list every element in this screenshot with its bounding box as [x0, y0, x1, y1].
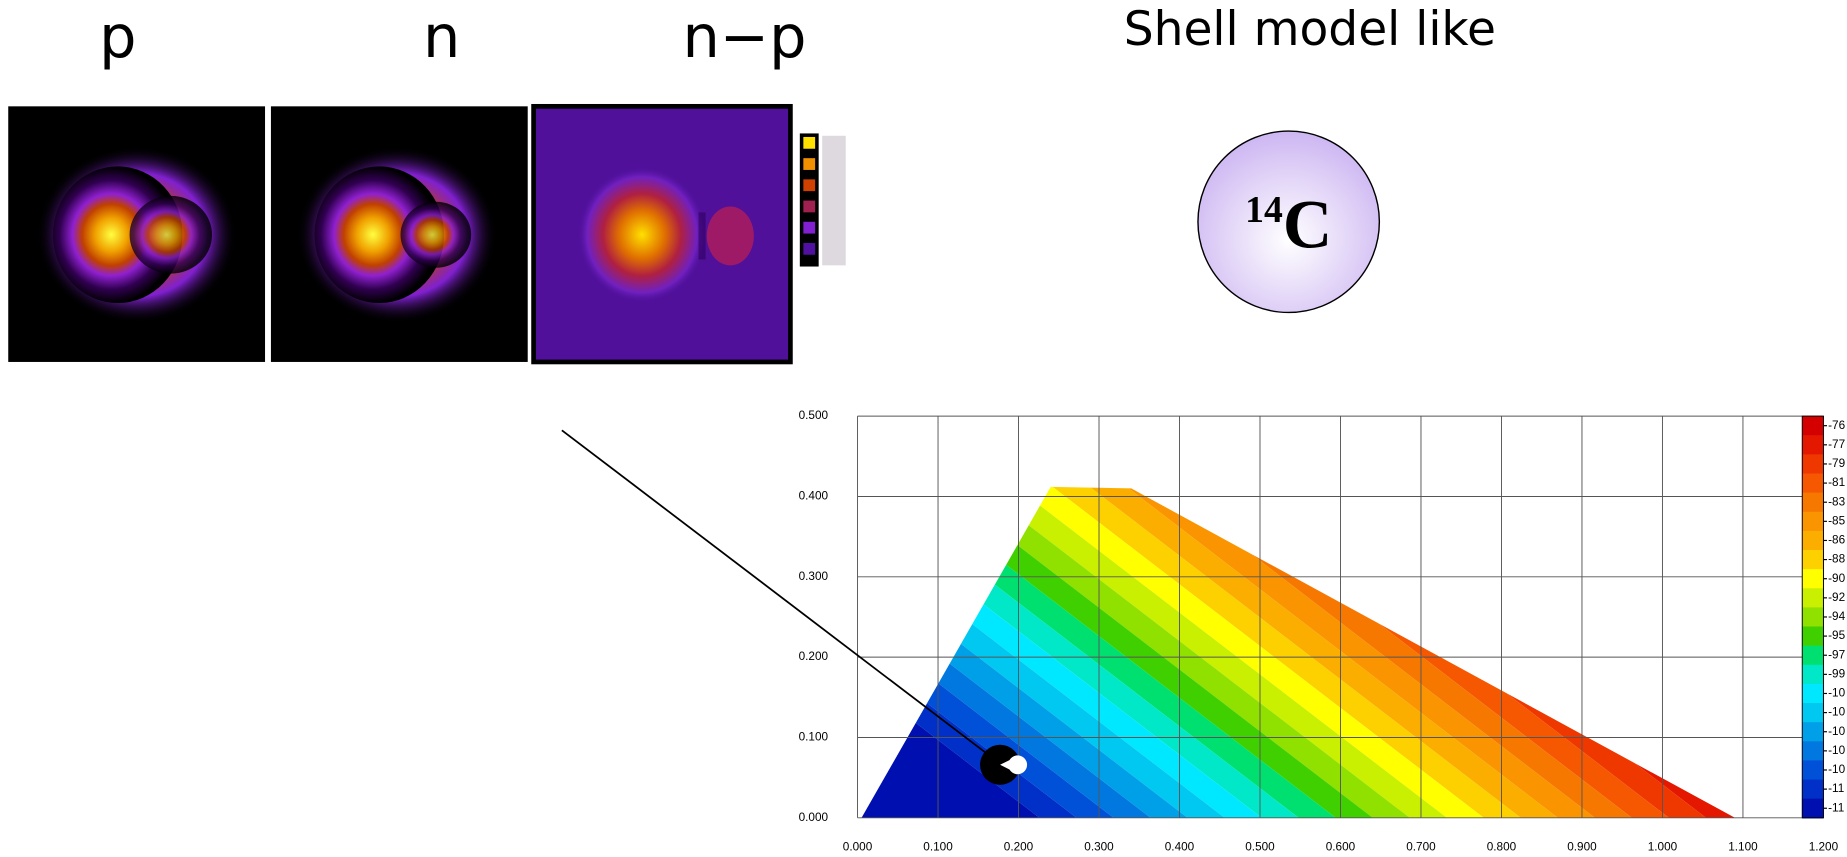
- colorbar-swatch: [1802, 550, 1823, 570]
- contour-fill: [0, 416, 1847, 818]
- colorbar-swatch: [1802, 569, 1823, 589]
- density-n-minus-p: [534, 106, 791, 362]
- slide: p n n−p Shell model like 14C 0.0000.1000…: [0, 0, 1847, 857]
- x-tick-label: 1.000: [1648, 840, 1678, 853]
- y-tick-label: 0.200: [799, 650, 829, 663]
- colorbar-label: -77: [1828, 438, 1845, 451]
- colorbar-swatch: [1802, 512, 1823, 532]
- colorbar-swatch: [1802, 665, 1823, 685]
- colorbar-swatch: [1802, 684, 1823, 704]
- x-tick-label: 0.200: [1004, 840, 1034, 853]
- colorbar-label: -10: [1828, 687, 1845, 700]
- y-tick-label: 0.400: [799, 490, 829, 503]
- colorbar-label: -97: [1828, 648, 1845, 661]
- y-tick-label: 0.300: [799, 570, 829, 583]
- colorbar-swatch: [1802, 474, 1823, 494]
- colorbar-label: -11: [1828, 782, 1844, 795]
- panel-title: n: [423, 2, 460, 71]
- x-tick-label: 0.500: [1245, 840, 1275, 853]
- small-colorbar: [800, 133, 846, 266]
- colorbar-label: -99: [1828, 667, 1845, 680]
- contour-band: [0, 416, 1039, 818]
- colorbar-swatch: [1802, 454, 1823, 474]
- y-tick-label: 0.100: [799, 731, 829, 744]
- panel-title: n−p: [682, 2, 806, 71]
- pointer-line: [562, 430, 995, 760]
- colorbar-swatch: [1802, 780, 1823, 800]
- panel-title: p: [99, 2, 136, 71]
- colorbar-label: -86: [1828, 534, 1845, 547]
- colorbar-swatch: [1802, 627, 1823, 647]
- symbol: C: [1283, 187, 1332, 263]
- colorbar-swatch: [1802, 760, 1823, 780]
- colorbar-swatch: [1802, 588, 1823, 608]
- colorbar-label: -10: [1828, 725, 1845, 738]
- colorbar-swatch: [1802, 703, 1823, 723]
- colorbar-swatch: [1802, 531, 1823, 551]
- colorbar-label: -11: [1828, 801, 1844, 814]
- x-tick-label: 0.400: [1165, 840, 1195, 853]
- colorbar-label: -94: [1828, 610, 1845, 623]
- x-tick-label: 0.600: [1326, 840, 1356, 853]
- x-tick-label: 1.200: [1809, 840, 1839, 853]
- colorbar-label: -81: [1828, 476, 1845, 489]
- x-tick-label: 0.700: [1406, 840, 1436, 853]
- colorbar-swatch: [1802, 493, 1823, 513]
- density-p: [8, 106, 265, 362]
- colorbar-swatch: [1802, 435, 1823, 455]
- x-tick-label: 1.100: [1728, 840, 1758, 853]
- heading: Shell model like: [1124, 2, 1496, 57]
- y-tick-label: 0.500: [799, 409, 829, 422]
- colorbar-swatch: [1802, 799, 1823, 819]
- colorbar-label: -83: [1828, 495, 1845, 508]
- density-n: [271, 106, 528, 362]
- colorbar-swatch: [1802, 416, 1823, 436]
- page: p n n−p Shell model like 14C 0.0000.1000…: [0, 0, 1847, 857]
- x-tick-label: 0.100: [923, 840, 953, 853]
- x-tick-label: 0.900: [1567, 840, 1597, 853]
- colorbar-swatch: [1802, 741, 1823, 761]
- colorbar-label: -90: [1828, 572, 1845, 585]
- colorbar-label: -10: [1828, 706, 1845, 719]
- colorbar-label: -10: [1828, 763, 1845, 776]
- contour-plot: 0.000 0.100 0.200 0.300 0.400 0.500 0.600 0.700…: [0, 409, 1847, 853]
- colorbar-label: -95: [1828, 629, 1845, 642]
- x-tick-label: 0.300: [1084, 840, 1114, 853]
- colorbar-label: -85: [1828, 514, 1845, 527]
- colorbar-label: -79: [1828, 457, 1845, 470]
- y-tick-label: 0.000: [799, 811, 829, 824]
- x-tick-label: 0.000: [843, 840, 873, 853]
- colorbar-label: -88: [1828, 553, 1845, 566]
- mass-number: 14: [1245, 189, 1283, 231]
- colorbar-label: -10: [1828, 744, 1845, 757]
- colorbar-swatch: [1802, 722, 1823, 742]
- colorbar-swatch: [1802, 646, 1823, 666]
- colorbar-label: -92: [1828, 591, 1845, 604]
- colorbar-label: -76: [1828, 419, 1845, 432]
- colorbar-swatch: [1802, 607, 1823, 627]
- x-tick-label: 0.800: [1487, 840, 1517, 853]
